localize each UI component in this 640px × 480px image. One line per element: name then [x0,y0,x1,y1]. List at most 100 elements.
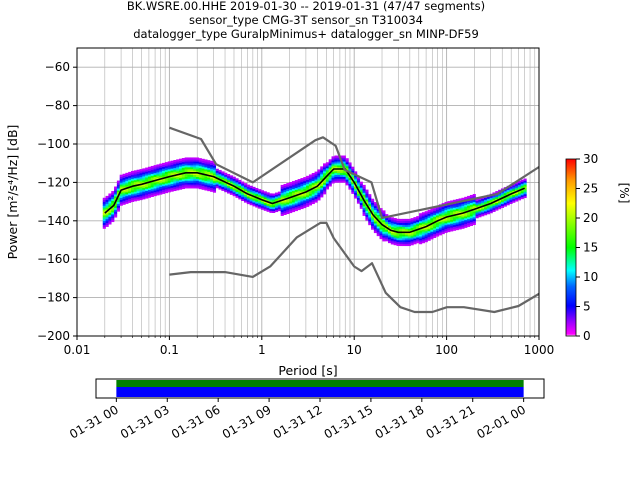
heatmap-cell [260,196,265,199]
heatmap-cell [492,202,496,205]
heatmap-cell [289,197,293,200]
heatmap-cell [184,161,188,164]
heatmap-cell [481,208,485,211]
heatmap-cell [379,219,383,222]
heatmap-cell [145,179,149,182]
heatmap-cell [170,187,174,190]
heatmap-cell [128,200,132,203]
heatmap-cell [232,186,236,189]
heatmap-cell [461,216,465,220]
heatmap-cell [331,181,335,184]
heatmap-cell [464,221,468,225]
heatmap-cell [317,177,321,180]
heatmap-cell [195,165,200,168]
heatmap-cell [455,216,459,219]
heatmap-cell [492,209,496,212]
heatmap-cell [314,198,318,201]
heatmap-cell [300,204,304,208]
heatmap-cell [436,232,440,235]
heatmap-cell [419,215,423,218]
heatmap-cell [159,180,163,184]
heatmap-cell [472,199,476,202]
heatmap-cell [506,201,510,204]
heatmap-cell [376,210,380,214]
heatmap-cell [227,187,231,190]
heatmap-cell [119,182,123,185]
heatmap-cell [252,198,256,201]
heatmap-cell [179,170,183,173]
heatmap-cell [139,188,143,191]
heatmap-cell [467,218,471,222]
heatmap-cell [469,219,474,223]
heatmap-cell [444,223,448,226]
heatmap-cell [382,225,386,228]
heatmap-cell [111,202,115,205]
heatmap-cell [421,217,426,221]
heatmap-cell [464,208,468,211]
heatmap-cell [427,213,431,216]
heatmap-cell [173,186,177,190]
heatmap-cell [331,175,335,178]
heatmap-cell [139,184,143,187]
heatmap-cell [371,198,375,201]
heatmap-cell [195,161,200,164]
heatmap-cell [167,165,171,168]
heatmap-cell [159,163,163,166]
heatmap-cell [520,193,524,196]
heatmap-cell [464,212,468,215]
heatmap-cell [407,220,411,224]
colorbar-tick-label: 25 [583,182,598,196]
heatmap-cell [433,230,437,233]
heatmap-cell [159,171,163,174]
heatmap-cell [430,223,434,226]
heatmap-cell [458,227,462,230]
heatmap-cell [427,217,431,220]
heatmap-cell [283,193,287,196]
heatmap-cell [404,228,409,231]
heatmap-cell [393,231,397,234]
heatmap-cell [430,237,434,240]
heatmap-cell [255,199,259,202]
heatmap-cell [461,222,465,225]
title-line-3: datalogger_type GuralpMinimus+ datalogge… [133,27,479,41]
heatmap-cell [249,203,253,206]
heatmap-cell [136,179,140,182]
heatmap-cell [207,169,211,172]
heatmap-cell [354,179,358,182]
heatmap-cell [472,215,476,218]
heatmap-cell [204,186,208,189]
heatmap-cell [145,184,149,188]
heatmap-cell [286,206,290,209]
heatmap-cell [323,167,327,170]
heatmap-cell [232,190,236,193]
heatmap-cell [142,187,146,190]
heatmap-cell [286,198,290,201]
heatmap-cell [142,174,146,177]
heatmap-cell [427,232,431,236]
x-tick-label: 100 [435,343,458,357]
heatmap-cell [181,158,185,161]
heatmap-cell [328,178,332,181]
heatmap-cell [128,179,132,182]
heatmap-cell [207,175,211,178]
heatmap-cell [300,179,304,183]
heatmap-cell [156,164,160,167]
heatmap-cell [204,163,208,166]
heatmap-cell [130,190,135,193]
heatmap-cell [238,189,242,192]
heatmap-cell [371,227,375,230]
heatmap-cell [469,206,474,209]
heatmap-cell [382,219,386,223]
heatmap-cell [396,241,400,245]
heatmap-cell [433,210,437,214]
heatmap-cell [427,236,431,239]
heatmap-cell [255,188,259,191]
heatmap-cell [142,195,146,198]
heatmap-cell [291,181,296,184]
heatmap-cell [410,231,414,234]
heatmap-cell [416,237,420,240]
heatmap-cell [204,159,208,162]
heatmap-cell [277,195,281,198]
heatmap-cell [122,196,126,200]
heatmap-cell [195,163,200,166]
